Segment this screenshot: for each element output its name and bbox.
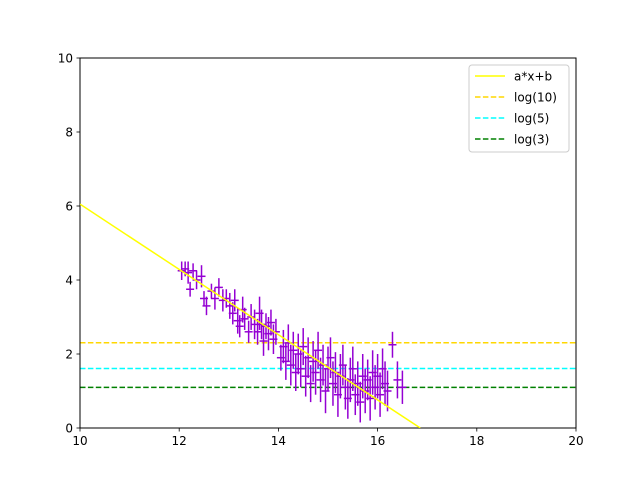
data-point bbox=[235, 315, 244, 338]
data-point bbox=[240, 307, 249, 330]
legend: a*x+b log(10) log(5) log(3) bbox=[468, 64, 570, 153]
data-point bbox=[289, 331, 298, 369]
data-point bbox=[311, 350, 320, 395]
data-point bbox=[366, 376, 375, 421]
x-tick-label: 20 bbox=[568, 434, 583, 448]
x-tick-label: 16 bbox=[370, 434, 385, 448]
data-point bbox=[314, 331, 323, 369]
x-axis: 10 12 14 16 18 20 bbox=[72, 428, 584, 448]
data-point bbox=[210, 287, 219, 310]
data-point bbox=[186, 281, 195, 297]
y-tick-label: 10 bbox=[58, 52, 73, 66]
data-point bbox=[388, 331, 397, 358]
data-point bbox=[376, 372, 385, 417]
data-point bbox=[306, 365, 315, 403]
fit-line bbox=[80, 203, 421, 428]
data-point bbox=[189, 263, 198, 279]
y-tick-label: 6 bbox=[65, 200, 73, 214]
data-point bbox=[398, 370, 407, 404]
y-tick-label: 8 bbox=[65, 126, 73, 140]
data-point bbox=[214, 278, 223, 297]
plot-frame bbox=[79, 57, 577, 429]
y-axis: 0 2 4 6 8 10 bbox=[58, 52, 80, 436]
legend-label-log3: log(3) bbox=[514, 133, 549, 147]
y-tick-label: 0 bbox=[65, 422, 73, 436]
x-tick-label: 12 bbox=[172, 434, 187, 448]
legend-label-log10: log(10) bbox=[514, 91, 557, 105]
data-point bbox=[299, 328, 308, 366]
data-point bbox=[296, 350, 305, 388]
y-tick-label: 2 bbox=[65, 348, 73, 362]
legend-label-fit: a*x+b bbox=[514, 70, 552, 84]
data-point bbox=[383, 370, 392, 412]
data-point bbox=[304, 337, 313, 379]
data-point bbox=[326, 337, 335, 379]
legend-label-log5: log(5) bbox=[514, 112, 549, 126]
data-point bbox=[259, 326, 268, 356]
x-tick-label: 10 bbox=[72, 434, 87, 448]
x-tick-label: 14 bbox=[271, 434, 286, 448]
data-point bbox=[393, 361, 402, 399]
data-point bbox=[230, 289, 239, 312]
data-point bbox=[266, 309, 275, 336]
data-point bbox=[244, 320, 253, 343]
data-point bbox=[202, 296, 211, 316]
fit-line-layer bbox=[80, 203, 421, 428]
legend-box bbox=[468, 64, 570, 153]
data-point bbox=[184, 261, 193, 284]
x-tick-label: 18 bbox=[469, 434, 484, 448]
data-point bbox=[228, 302, 237, 325]
data-point bbox=[253, 318, 262, 345]
y-tick-label: 4 bbox=[65, 274, 73, 288]
